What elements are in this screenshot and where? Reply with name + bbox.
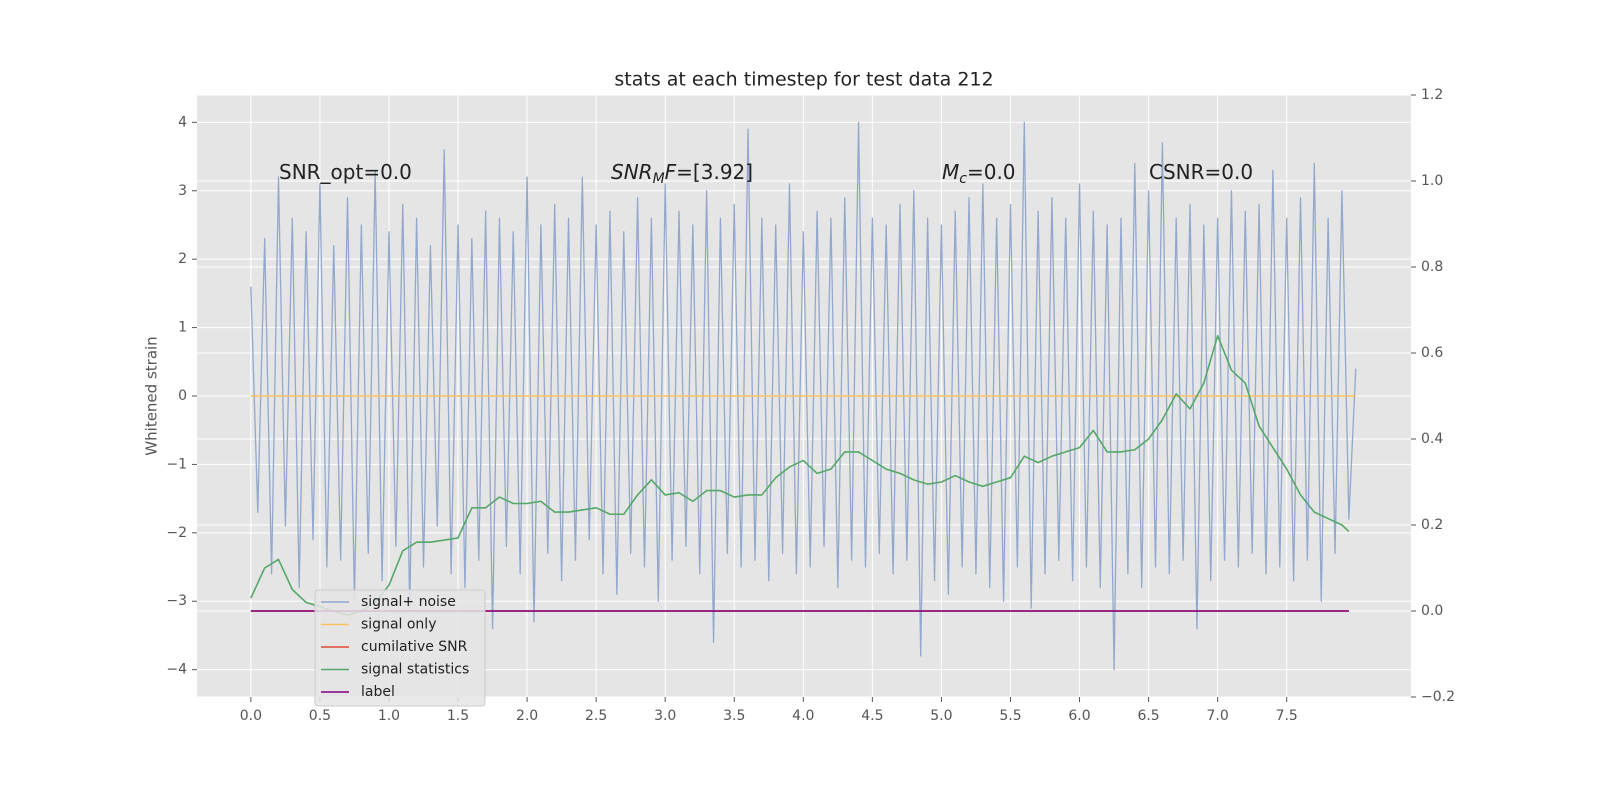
legend-label: cumilative SNR <box>361 639 468 655</box>
y2-tick-label: −0.2 <box>1421 689 1455 705</box>
annotation: Mc=0.0 <box>942 160 1016 188</box>
legend: signal+ noise signal only cumilative SNR si… <box>314 589 486 707</box>
y-tick-label: 0 <box>178 388 187 404</box>
x-tick-label: 7.5 <box>1276 708 1298 724</box>
annotation-part: =[3.92] <box>676 160 753 184</box>
annotation: SNRMF=[3.92] <box>611 160 753 188</box>
series-line <box>250 121 1357 671</box>
legend-label: signal statistics <box>361 662 469 678</box>
y2-tick-label: 0.2 <box>1421 517 1443 533</box>
legend-label: label <box>361 684 395 700</box>
x-tick-label: 6.5 <box>1137 708 1159 724</box>
annotations: SNR_opt=0.0 SNRMF=[3.92] Mc=0.0 CSNR=0.0 <box>279 160 1253 188</box>
y-tick-label: −1 <box>166 456 187 472</box>
axes: 0.0 0.5 1.0 1.5 2.0 2.5 3.0 3.5 4.0 4.5 5.0 5.5 6.0 6… <box>166 87 1455 724</box>
y-tick-label: −3 <box>166 593 187 609</box>
y2-tick-label: 0.8 <box>1421 259 1443 275</box>
annotation-part: SNR <box>611 160 653 184</box>
annotation-part: c <box>959 171 967 187</box>
legend-label: signal only <box>361 617 436 633</box>
annotation-part: F <box>665 160 677 184</box>
y2-tick-label: 0.4 <box>1421 431 1443 447</box>
chart-title: stats at each timestep for test data 212 <box>614 69 993 91</box>
y-tick-label: 2 <box>178 251 187 267</box>
legend-frame <box>314 589 486 707</box>
x-tick-label: 4.5 <box>861 708 883 724</box>
annotation-part: CSNR=0.0 <box>1149 160 1253 184</box>
y2-tick-label: 0.6 <box>1421 345 1443 361</box>
y-tick-label: 3 <box>178 183 187 199</box>
annotation-part: SNR_opt=0.0 <box>279 160 412 184</box>
y-tick-label: −2 <box>166 525 187 541</box>
annotation-part: M <box>653 171 665 187</box>
x-tick-label: 3.0 <box>654 708 676 724</box>
x-tick-label: 3.5 <box>723 708 745 724</box>
annotation-part: M <box>942 160 959 184</box>
x-tick-label: 4.0 <box>792 708 814 724</box>
y2-tick-label: 1.2 <box>1421 87 1443 103</box>
legend-label: signal+ noise <box>361 594 456 610</box>
y-tick-label: 4 <box>178 114 187 130</box>
y2-tick-label: 0.0 <box>1421 603 1443 619</box>
x-tick-label: 7.0 <box>1207 708 1229 724</box>
y2-tick-label: 1.0 <box>1421 173 1443 189</box>
x-tick-label: 6.0 <box>1068 708 1090 724</box>
annotation: CSNR=0.0 <box>1149 160 1253 184</box>
x-tick-label: 5.0 <box>930 708 952 724</box>
y-axis-label: Whitened strain <box>143 336 161 455</box>
series-line <box>250 335 1350 617</box>
annotation: SNR_opt=0.0 <box>279 160 412 184</box>
annotation-part: =0.0 <box>967 160 1016 184</box>
x-tick-label: 2.5 <box>585 708 607 724</box>
x-tick-label: 5.5 <box>999 708 1021 724</box>
y-tick-label: 1 <box>178 320 187 336</box>
x-tick-label: 1.5 <box>447 708 469 724</box>
x-tick-label: 2.0 <box>516 708 538 724</box>
x-tick-label: 0.0 <box>240 708 262 724</box>
y-tick-label: −4 <box>166 662 187 678</box>
x-tick-label: 0.5 <box>309 708 331 724</box>
x-tick-label: 1.0 <box>378 708 400 724</box>
